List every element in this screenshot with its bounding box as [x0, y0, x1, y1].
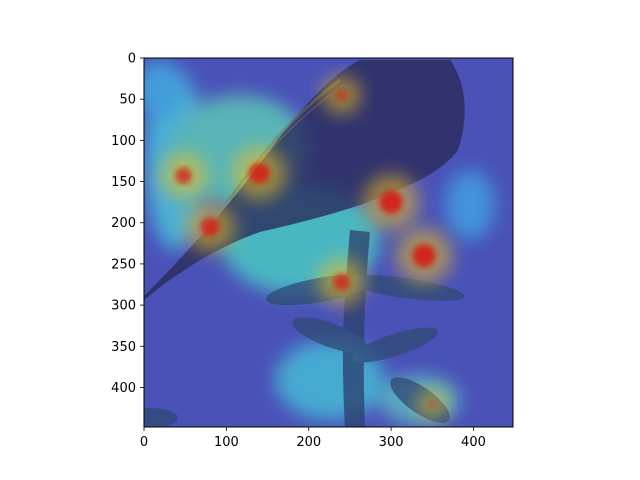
plot-frame — [143, 57, 514, 428]
heatmap-hotspots — [159, 75, 453, 420]
heatmap-hotspot — [396, 227, 453, 284]
heatmap-hotspot — [159, 151, 208, 200]
heatmap-hotspot — [317, 258, 366, 306]
hotspot-core — [412, 244, 436, 268]
y-tick-label: 400 — [111, 381, 136, 396]
hotspot-core — [200, 217, 220, 237]
y-tick-label: 150 — [111, 175, 136, 190]
heatmap-hotspot — [184, 201, 236, 253]
y-tick-label: 350 — [111, 340, 136, 355]
hotspot-core — [379, 190, 403, 214]
y-tick-label: 50 — [119, 93, 136, 108]
y-tick-label: 100 — [111, 134, 136, 149]
x-tick-label: 100 — [214, 435, 239, 450]
y-tick-label: 0 — [128, 52, 136, 67]
x-axis: 0 100 200 300 400 — [140, 427, 486, 450]
hotspot-core — [428, 400, 436, 408]
hotspot-core — [336, 89, 348, 101]
x-tick-label: 200 — [296, 435, 321, 450]
heatmap-hotspot — [363, 174, 420, 231]
x-tick-label: 0 — [140, 435, 148, 450]
heatmap-hotspot — [322, 75, 362, 115]
hotspot-core — [175, 167, 192, 185]
y-tick-label: 300 — [111, 299, 136, 314]
hotspot-core — [333, 273, 351, 291]
hotspot-core — [248, 162, 270, 184]
heatmap-hotspot — [232, 146, 286, 200]
y-tick-label: 250 — [111, 257, 136, 272]
y-axis: 0 50 100 150 200 250 300 350 400 — [111, 52, 144, 396]
x-tick-label: 400 — [461, 435, 486, 450]
heatmap-hotspot — [416, 388, 448, 420]
x-tick-label: 300 — [379, 435, 404, 450]
y-tick-label: 200 — [111, 216, 136, 231]
heatmap-image — [144, 58, 513, 427]
